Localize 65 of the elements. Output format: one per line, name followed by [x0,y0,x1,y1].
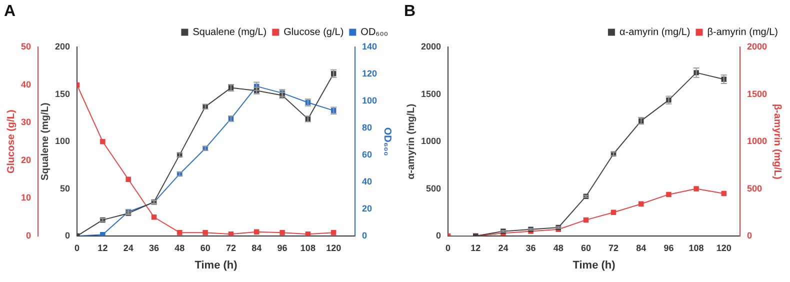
y2-axis-title: OD₆₀₀ [381,127,392,156]
legend-label: α-amyrin (mg/L) [619,26,690,38]
y-tick-label: 1500 [420,88,442,99]
y2-tick-label: 120 [362,68,378,79]
x-tick-label: 108 [300,242,316,253]
x-tick-label: 108 [688,242,704,253]
x-tick-label: 60 [200,242,210,253]
y-axis-title: α-amyrin (mg/L) [406,104,417,180]
y2-tick-label: 1500 [746,88,768,99]
x-tick-label: 96 [277,242,288,253]
y3-tick-label: 30 [20,117,32,128]
y-tick-label: 0 [436,230,442,240]
y2-tick-label: 0 [746,230,752,240]
x-tick-label: 96 [664,242,674,253]
chart-title: A [4,3,16,20]
y2-tick-label: 20 [362,204,372,214]
legend-label: Glucose (g/L) [284,26,344,38]
y2-tick-label: 2000 [746,42,768,52]
y2-tick-label: 500 [746,183,762,194]
legend-label: OD₆₀₀ [360,26,388,38]
x-tick-label: 72 [608,242,619,253]
y3-tick-label: 20 [20,154,32,165]
x-tick-label: 0 [74,242,80,253]
y-tick-label: 2000 [420,42,442,52]
y-tick-label: 150 [54,88,70,99]
x-tick-label: 36 [526,242,536,253]
x-tick-label: 12 [98,242,108,253]
x-tick-label: 120 [716,242,732,253]
y2-tick-label: 40 [362,176,372,187]
y2-tick-label: 100 [362,96,378,106]
y-tick-label: 500 [426,183,442,194]
y-tick-label: 100 [54,136,70,146]
y-axis-title: Squalene (mg/L) [40,102,51,180]
y3-tick-label: 0 [26,230,32,240]
y2-tick-label: 60 [362,150,372,160]
x-tick-label: 0 [446,242,451,253]
x-tick-label: 60 [580,242,591,253]
y-tick-label: 200 [54,42,70,52]
y2-tick-label: 1000 [746,136,768,146]
x-tick-label: 84 [252,242,262,253]
y-tick-label: 50 [60,183,70,194]
y3-tick-label: 40 [20,79,32,90]
y2-tick-label: 140 [362,42,378,52]
x-tick-label: 120 [326,242,342,253]
y3-axis-title: Glucose (g/L) [6,110,17,174]
x-tick-label: 36 [148,242,160,253]
x-tick-label: 12 [470,242,481,253]
y2-axis-title: β-amyrin (mg/L) [771,104,782,180]
y2-tick-label: 80 [362,122,372,133]
x-axis-title: Time (h) [572,259,616,272]
legend-label: Squalene (mg/L) [192,26,267,38]
y-tick-label: 0 [65,230,70,240]
y2-tick-label: 0 [362,230,367,240]
x-tick-label: 24 [498,242,508,253]
x-tick-label: 24 [123,242,134,253]
x-tick-label: 72 [226,242,236,253]
y3-tick-label: 50 [20,42,32,52]
legend-label: β-amyrin (mg/L) [707,26,778,38]
x-tick-label: 84 [636,242,646,253]
y-tick-label: 1000 [420,136,442,146]
x-tick-label: 48 [553,242,564,253]
y3-tick-label: 10 [20,192,32,203]
x-tick-label: 48 [174,242,185,253]
x-axis-title: Time (h) [194,259,238,272]
chart-title: B [404,3,416,20]
